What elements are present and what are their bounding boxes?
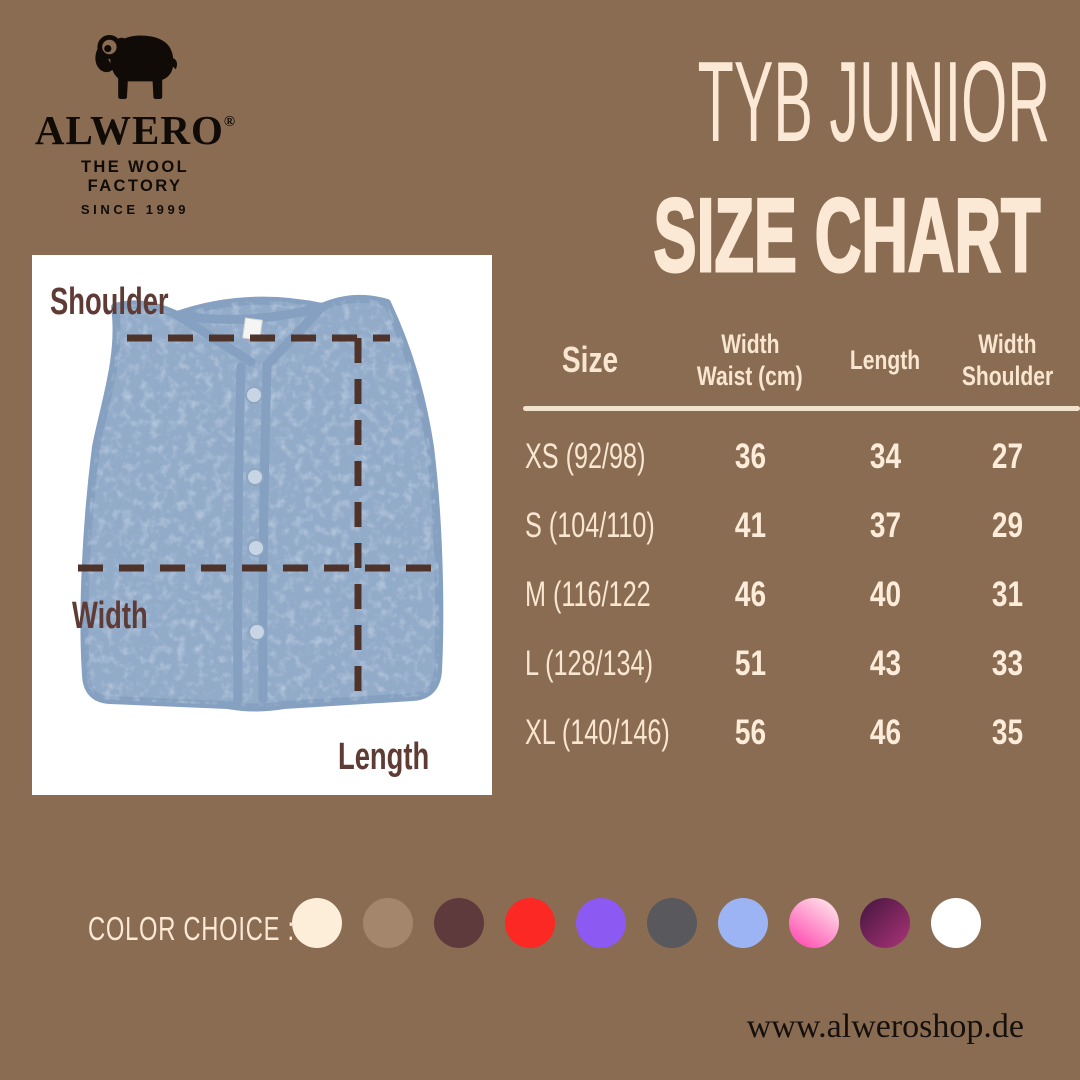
measurement-lines xyxy=(78,334,437,692)
cell-size: M (116/122 xyxy=(525,574,651,614)
cell-width-shoulder: 31 xyxy=(991,574,1024,614)
table-divider-line xyxy=(523,406,1080,411)
measurement-diagram-card: Shoulder Width Length xyxy=(32,255,492,795)
ram-icon xyxy=(95,35,178,99)
width-label: Width xyxy=(72,595,148,637)
vest-photo xyxy=(78,255,492,795)
cell-size: L (128/134) xyxy=(525,643,653,683)
brand-since: SINCE 1999 xyxy=(80,202,190,217)
cell-width-waist: 46 xyxy=(734,574,766,614)
cell-width-shoulder: 29 xyxy=(991,505,1024,545)
color-choice-label: COLOR CHOICE : xyxy=(88,910,295,947)
product-line-title: TYB JUNIOR xyxy=(697,39,1051,166)
cell-size: S (104/110) xyxy=(525,505,655,545)
swatch-white xyxy=(931,898,981,948)
swatch-pink-gradient xyxy=(789,898,839,948)
table-row: XS (92/98) 36 34 27 xyxy=(515,422,1080,491)
table-row: XL (140/146) 56 46 35 xyxy=(515,698,1080,767)
cell-width-waist: 56 xyxy=(734,712,766,752)
website-url: www.alweroshop.de xyxy=(746,1008,1024,1045)
swatch-dark-brown xyxy=(434,898,484,948)
brand-logo: ALWERO® THE WOOL FACTORY SINCE 1999 xyxy=(33,26,237,217)
swatch-beige xyxy=(363,898,413,948)
table-row: S (104/110) 41 37 29 xyxy=(515,491,1080,560)
length-label: Length xyxy=(338,736,430,778)
color-choice-section: COLOR CHOICE : xyxy=(0,898,1080,958)
column-header-length: Length xyxy=(849,344,921,375)
table-row: L (128/134) 51 43 33 xyxy=(515,629,1080,698)
color-swatches xyxy=(292,898,981,948)
swatch-light-blue xyxy=(718,898,768,948)
cell-size: XS (92/98) xyxy=(525,436,646,476)
table-row: M (116/122 46 40 31 xyxy=(515,560,1080,629)
size-table-header: Size Width Waist (cm) Length Width Shoul… xyxy=(515,316,1080,404)
column-header-width-waist: Width Waist (cm) xyxy=(697,328,803,391)
column-header-width-shoulder: Width Shoulder xyxy=(961,328,1054,391)
swatch-purple xyxy=(576,898,626,948)
cell-size: XL (140/146) xyxy=(525,712,670,752)
cell-length: 34 xyxy=(869,436,901,476)
page-title: SIZE CHART xyxy=(653,178,1042,294)
cell-length: 46 xyxy=(869,712,901,752)
cell-width-waist: 36 xyxy=(734,436,766,476)
shoulder-label: Shoulder xyxy=(50,281,169,323)
size-table: Size Width Waist (cm) Length Width Shoul… xyxy=(515,316,1080,767)
cell-width-shoulder: 27 xyxy=(991,436,1024,476)
cell-length: 37 xyxy=(869,505,901,545)
registered-mark: ® xyxy=(223,114,236,130)
cell-width-waist: 41 xyxy=(734,505,766,545)
swatch-graphite xyxy=(647,898,697,948)
swatch-cream xyxy=(292,898,342,948)
swatch-plum-gradient xyxy=(860,898,910,948)
cell-width-waist: 51 xyxy=(734,643,766,683)
column-header-size: Size xyxy=(561,339,619,381)
cell-width-shoulder: 35 xyxy=(991,712,1024,752)
header-titles: TYB JUNIOR SIZE CHART xyxy=(535,0,1080,294)
brand-name: ALWERO® xyxy=(34,107,236,153)
cell-length: 43 xyxy=(869,643,901,683)
cell-length: 40 xyxy=(869,574,901,614)
swatch-red xyxy=(505,898,555,948)
cell-width-shoulder: 33 xyxy=(991,643,1024,683)
size-table-rows: XS (92/98) 36 34 27 S (104/110) 41 37 29… xyxy=(515,422,1080,767)
brand-tagline: THE WOOL FACTORY xyxy=(80,158,190,195)
